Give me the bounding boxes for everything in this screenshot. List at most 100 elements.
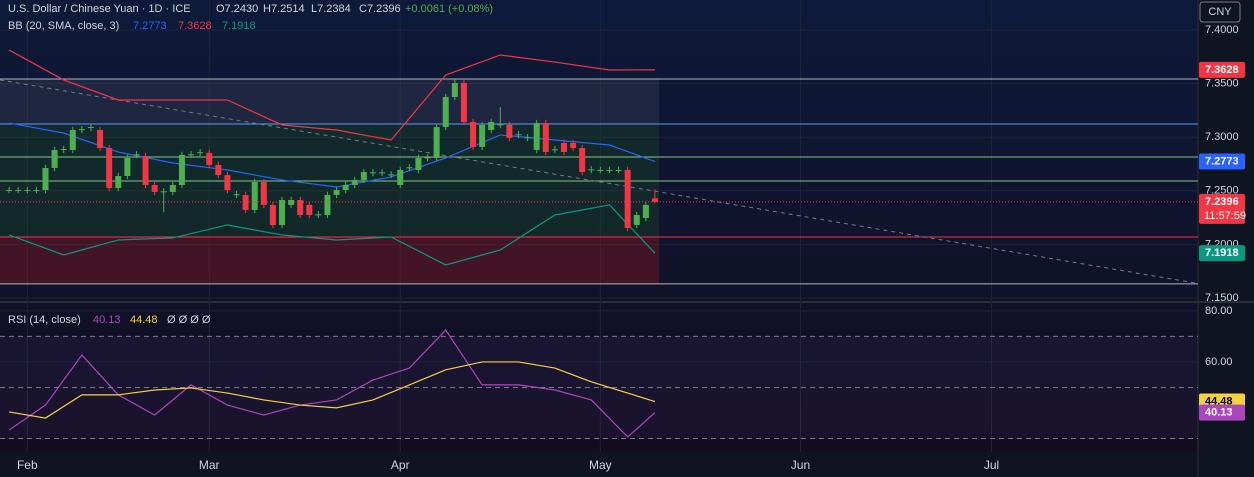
candle-body [78, 129, 85, 131]
candle-body [360, 172, 367, 180]
ohlc-value: L7.2384 [311, 3, 351, 15]
y-tick-label: 7.1500 [1205, 292, 1239, 304]
candle-body [188, 154, 195, 156]
candle-body [460, 82, 467, 122]
candle-body [60, 148, 67, 150]
candle-body [542, 123, 549, 152]
rsi-line [8, 361, 656, 419]
candle-body [160, 191, 167, 193]
candle-body [369, 172, 376, 174]
price-tag [1199, 61, 1245, 78]
candle-body [424, 157, 431, 159]
candle-body [488, 121, 495, 131]
candle-body [215, 164, 222, 176]
candle-body [224, 175, 231, 191]
y-tick-label: 7.4000 [1205, 24, 1239, 36]
candle-body [560, 142, 567, 152]
candle-body [642, 204, 649, 219]
title: U.S. Dollar / Chinese Yuan · 1D · ICE [8, 3, 191, 15]
time-axis-background [0, 452, 1198, 477]
candle-body [69, 130, 76, 150]
candle-body [551, 149, 558, 151]
candle-body [324, 194, 331, 216]
candle-body [106, 148, 113, 188]
candle-body [87, 127, 94, 129]
rsi-value: 40.13 [93, 314, 121, 326]
candle-body [15, 190, 22, 192]
y-tick-label: 60.00 [1205, 356, 1233, 368]
candle-body [297, 200, 304, 216]
band-line [8, 204, 656, 266]
rsi-extra: Ø Ø Ø Ø [167, 314, 211, 326]
band-line [8, 49, 655, 141]
x-tick-label: Mar [199, 458, 220, 472]
candle-body [651, 198, 658, 202]
candle-body [288, 200, 295, 205]
candle-body [451, 82, 458, 97]
candle-body [351, 179, 358, 185]
indicator-value: 7.3628 [178, 20, 212, 32]
candle-body [506, 124, 513, 138]
price-tag [1199, 153, 1245, 170]
trendline [0, 79, 1196, 284]
indicator-label: BB (20, SMA, close, 3) [8, 20, 119, 32]
x-tick-label: May [589, 458, 612, 472]
price-tag-label: 7.3628 [1205, 64, 1239, 76]
candle-body [588, 169, 595, 171]
candle-body [524, 137, 531, 139]
rsi-title: RSI (14, close) [8, 314, 81, 326]
y-tick-label: 7.2500 [1205, 185, 1239, 197]
candle-body [206, 152, 213, 165]
rsi-value: 44.48 [130, 314, 158, 326]
candle-body [169, 184, 176, 192]
x-tick-label: Jun [791, 458, 810, 472]
candle-body [42, 167, 49, 191]
candle-body [278, 200, 285, 225]
price-tag [1199, 193, 1245, 224]
candle-body [615, 169, 622, 171]
candle-body [269, 204, 276, 225]
price-tag [1199, 404, 1245, 421]
candle-body [406, 167, 413, 169]
price-tag-label: 40.13 [1205, 407, 1233, 419]
ohlc-value: +0.0061 (+0.08%) [405, 3, 493, 15]
price-tag-label: 7.2396 [1205, 196, 1239, 208]
candle-body [497, 124, 504, 126]
candle-body [178, 154, 185, 185]
candle-body [597, 169, 604, 171]
candle-body [315, 214, 322, 216]
candle-body [415, 157, 422, 170]
y-tick-label: 7.3500 [1205, 78, 1239, 90]
candle-body [260, 181, 267, 205]
candle-body [197, 152, 204, 154]
y-tick-label: 80.00 [1205, 305, 1233, 317]
countdown: 11:57:59 [1204, 210, 1246, 222]
indicator-value: 7.1918 [222, 20, 256, 32]
candle-body [606, 169, 613, 171]
candle-body [24, 190, 31, 192]
x-tick-label: Feb [17, 458, 38, 472]
currency-box [1199, 1, 1241, 23]
candle-body [151, 184, 158, 192]
candle-body [533, 123, 540, 150]
candle-body [479, 124, 486, 147]
candle-body [570, 142, 577, 149]
currency: CNY [1208, 6, 1232, 18]
candle-body [142, 155, 149, 185]
zone [0, 236, 659, 284]
candle-body [97, 130, 104, 149]
candle-body [51, 149, 58, 168]
candle-body [242, 194, 249, 210]
candle-body [633, 215, 640, 225]
x-tick-label: Jul [984, 458, 999, 472]
candle-body [133, 154, 140, 156]
price-tag-label: 7.1918 [1205, 247, 1239, 259]
candle-body [124, 157, 131, 176]
ohlc-value: O7.2430 [216, 3, 258, 15]
candle-body [379, 172, 386, 174]
candle-body [470, 121, 477, 147]
candle-body [33, 190, 40, 192]
y-tick-label: 7.3000 [1205, 131, 1239, 143]
